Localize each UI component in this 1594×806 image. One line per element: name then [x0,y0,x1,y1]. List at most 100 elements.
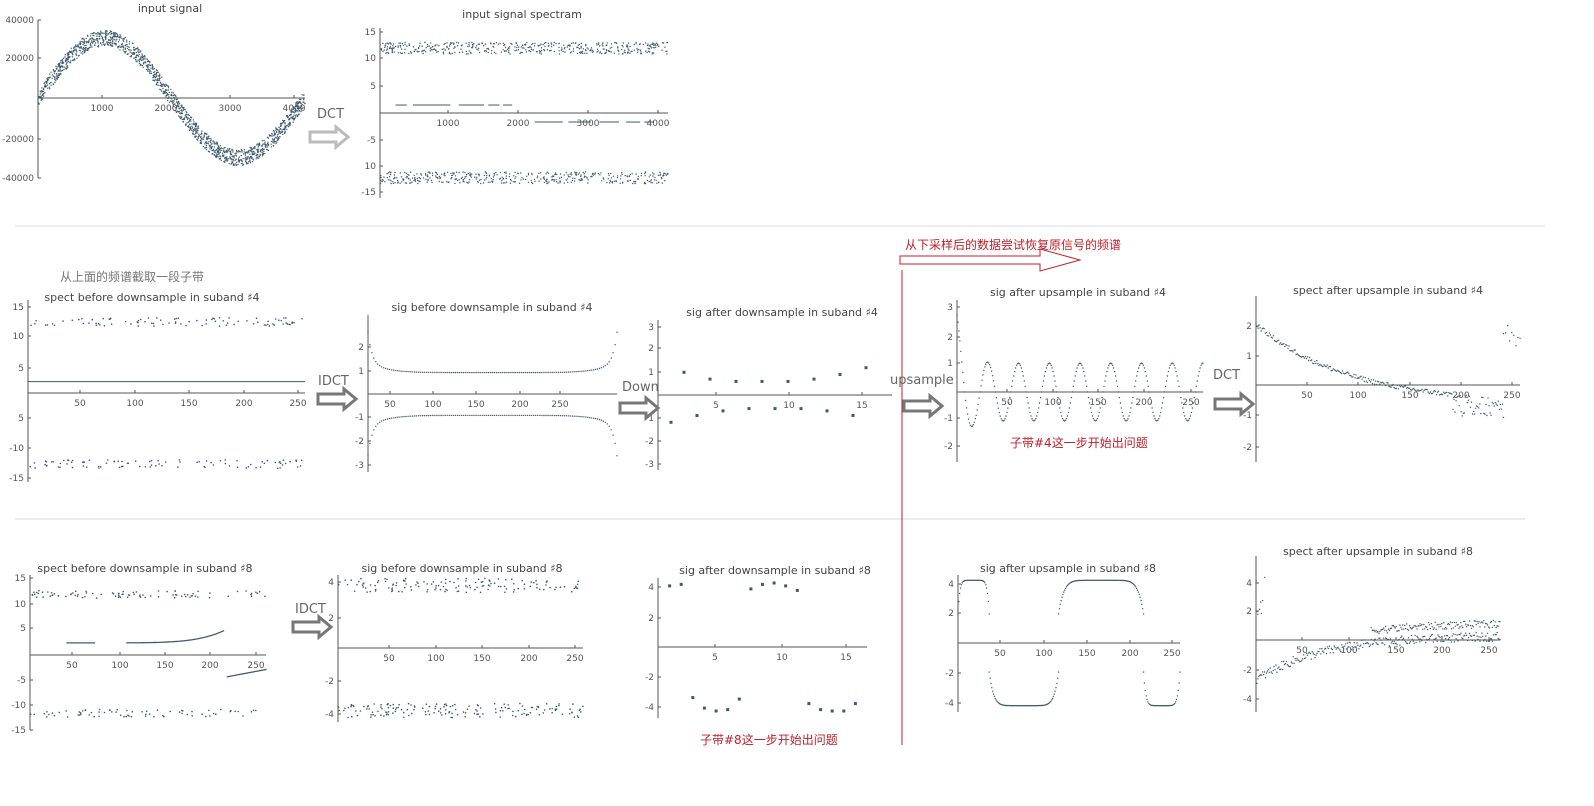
data-point [1395,642,1397,644]
data-point [482,371,484,374]
data-point [1360,644,1362,646]
data-point [377,710,379,713]
data-point [275,131,278,133]
data-point [149,641,151,644]
data-point [279,123,282,125]
data-point [404,43,406,46]
block-arrow-icon: upsample [890,373,954,420]
data-point [72,592,74,594]
data-point [1136,375,1138,377]
data-point [607,178,609,180]
data-point [135,56,137,58]
data-point [1309,652,1312,655]
data-point [283,119,286,122]
data-point [218,146,220,149]
y-tick-label: -1 [944,414,953,424]
data-point [181,112,183,115]
data-point [66,463,68,465]
data-point [119,49,121,51]
data-point [385,43,387,45]
data-point [478,179,481,181]
data-point [416,177,419,180]
data-point [1267,669,1270,671]
data-point [404,370,406,373]
data-point [679,582,683,586]
data-point [390,43,392,45]
data-point [216,153,218,156]
data-point [592,49,594,51]
data-point [147,317,150,319]
data-point [217,150,220,152]
data-point [1386,632,1389,634]
data-point [71,466,74,469]
data-point [540,414,542,417]
data-point [1264,576,1266,579]
data-point [145,713,147,716]
data-point [1091,415,1094,417]
data-point [1255,678,1257,680]
data-point [386,48,389,50]
chart-panel: sig after upsample in suband ♯450 100 150 2… [944,286,1204,462]
data-point [257,151,259,153]
data-point [60,72,62,75]
data-point [601,180,603,182]
data-point [1061,596,1063,598]
data-point [560,49,563,51]
y-tick-label: 2 [648,614,654,624]
data-point [421,415,424,417]
data-point [1412,626,1415,628]
data-point [464,371,466,374]
data-point [117,594,120,597]
data-point [1112,367,1115,369]
data-point [215,141,218,143]
y-tick-label: 20000 [5,54,34,64]
data-point [989,677,991,679]
data-point [178,640,180,642]
data-point [374,588,377,591]
data-point [476,704,479,706]
data-point [115,36,118,38]
data-point [245,152,247,154]
data-point [272,139,274,141]
data-point [355,710,357,712]
data-point [259,466,262,468]
data-point [41,591,44,593]
data-point [135,54,138,57]
y-tick-label: -2 [1243,666,1252,676]
data-point [384,577,386,580]
data-point [1000,418,1002,420]
data-point [384,181,386,183]
data-point [454,175,457,177]
data-point [262,154,264,156]
data-point [85,466,88,469]
data-point [214,141,216,143]
data-point [505,177,507,180]
y-tick-label: -4 [945,699,954,709]
data-point [571,711,573,714]
data-point [1435,394,1438,396]
data-point [567,415,570,417]
data-point [578,178,580,181]
data-point [417,371,420,373]
data-point [1387,638,1390,641]
problem-note-8: 子带#8这一步开始出问题 [700,733,838,747]
data-point [1281,660,1283,663]
chart-panel: sig after downsample in suband ♯45 10 1532… [645,306,892,470]
data-point [1481,396,1483,398]
data-point [627,48,629,50]
data-point [622,42,624,44]
data-point [51,712,54,714]
data-point [519,52,521,55]
data-point [233,155,236,157]
problem-note-4: 子带#4这一步开始出问题 [1010,436,1148,450]
data-point [1038,402,1041,404]
data-point [63,66,65,68]
data-point [1030,415,1032,417]
data-point [1135,380,1137,382]
y-tick-label: 4 [948,580,954,590]
data-point [77,642,79,644]
data-point [1499,639,1501,641]
data-point [571,591,573,593]
data-point [462,371,464,374]
data-point [1402,386,1405,388]
